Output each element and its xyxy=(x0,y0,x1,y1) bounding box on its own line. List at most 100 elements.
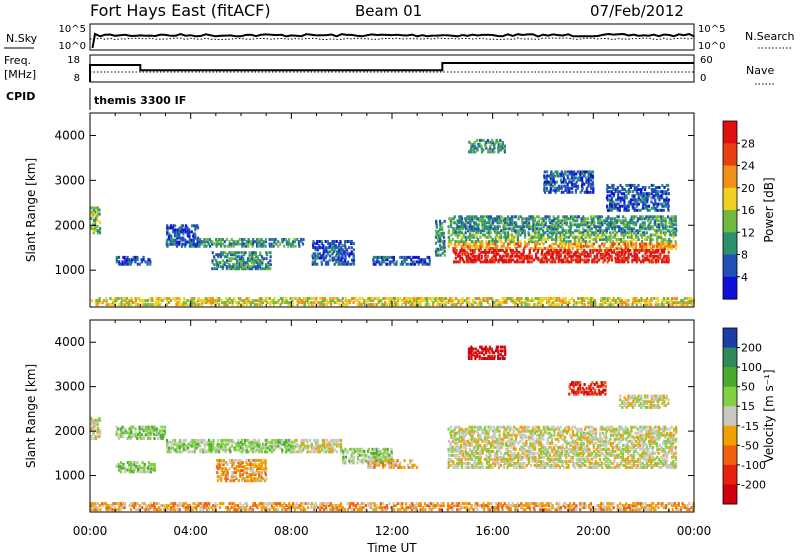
velocity-cell xyxy=(376,453,379,457)
power-cell xyxy=(496,217,499,221)
velocity-cell xyxy=(344,455,347,459)
power-cell xyxy=(186,232,189,236)
power-cell xyxy=(557,219,560,223)
power-cell xyxy=(321,303,324,307)
velocity-cell xyxy=(344,461,347,465)
power-cell xyxy=(118,260,121,264)
power-cell xyxy=(501,144,504,148)
velocity-cell xyxy=(208,442,211,446)
power-cell xyxy=(531,229,535,233)
power-cell xyxy=(465,250,468,254)
power-cell xyxy=(547,174,550,178)
power-cell xyxy=(432,297,435,300)
velocity-cell xyxy=(460,445,463,449)
power-cell xyxy=(620,299,623,303)
power-cell xyxy=(450,303,453,307)
power-cell xyxy=(469,223,472,227)
velocity-cell xyxy=(454,463,457,467)
power-cell xyxy=(98,220,102,224)
power-cell xyxy=(468,150,471,154)
power-cell xyxy=(627,256,630,260)
power-cell xyxy=(238,261,241,265)
power-cell xyxy=(536,247,539,250)
power-cell xyxy=(197,244,200,248)
power-cell xyxy=(571,184,574,188)
power-cell xyxy=(670,219,673,223)
power-cell xyxy=(631,183,634,187)
power-cell xyxy=(516,258,519,262)
power-cell xyxy=(240,257,243,261)
velocity-cell xyxy=(257,438,261,442)
power-cell xyxy=(541,299,545,303)
power-cell xyxy=(485,247,489,250)
power-cell xyxy=(608,198,611,202)
power-cell xyxy=(474,221,477,225)
power-cell xyxy=(547,258,550,262)
power-cell xyxy=(405,297,408,300)
power-cell xyxy=(675,229,678,233)
power-cell xyxy=(321,299,324,303)
power-cell xyxy=(516,242,519,246)
power-cell xyxy=(604,297,607,300)
velocity-cell xyxy=(473,459,476,463)
power-cell xyxy=(507,254,510,258)
velocity-cell xyxy=(379,455,382,459)
power-cell xyxy=(479,217,482,221)
power-cell xyxy=(543,174,546,178)
power-cell xyxy=(90,206,93,210)
power-cell xyxy=(645,238,648,241)
velocity-cell xyxy=(387,455,390,459)
power-cell xyxy=(473,144,476,148)
power-cell xyxy=(664,223,667,227)
power-cell xyxy=(529,247,532,250)
velocity-cell xyxy=(365,455,368,459)
power-cell xyxy=(166,244,169,248)
power-cell xyxy=(660,238,663,241)
power-cell xyxy=(457,301,460,305)
power-cell xyxy=(460,240,463,244)
power-cell xyxy=(674,219,677,223)
power-cell xyxy=(584,235,587,239)
power-cell xyxy=(612,223,615,227)
power-cell xyxy=(591,303,594,307)
power-cell xyxy=(650,188,653,192)
power-cell xyxy=(457,252,460,256)
power-cell xyxy=(535,256,538,260)
velocity-cell xyxy=(220,463,223,467)
power-cell xyxy=(518,250,521,254)
velocity-cell xyxy=(483,427,487,431)
power-cell xyxy=(375,297,378,300)
power-cell xyxy=(292,244,295,248)
power-cell xyxy=(350,252,353,256)
velocity-cell xyxy=(184,448,187,452)
power-cell xyxy=(662,227,665,231)
power-cell xyxy=(316,252,319,256)
power-cell xyxy=(467,229,470,233)
power-cell xyxy=(392,260,395,264)
power-cell xyxy=(337,299,341,303)
power-cell xyxy=(327,242,330,246)
power-cell xyxy=(538,227,541,231)
velocity-cell xyxy=(341,459,344,463)
power-cell xyxy=(328,250,332,254)
power-cell xyxy=(661,196,664,200)
velocity-cell xyxy=(464,447,467,451)
power-cell xyxy=(674,240,677,244)
power-cell xyxy=(656,208,659,212)
power-cell xyxy=(273,297,276,300)
power-cell xyxy=(479,229,482,233)
power-cell xyxy=(280,301,284,305)
power-cell xyxy=(496,229,499,233)
power-cell xyxy=(403,255,406,259)
power-cell xyxy=(451,301,454,305)
power-cell xyxy=(623,252,626,256)
power-cell xyxy=(650,303,653,307)
velocity-cell xyxy=(235,442,238,446)
power-cell xyxy=(616,219,619,223)
power-cell xyxy=(625,206,628,210)
velocity-cell xyxy=(209,442,212,446)
power-cell xyxy=(542,254,546,258)
power-cell xyxy=(456,231,459,235)
power-cell xyxy=(197,303,200,307)
power-cell xyxy=(610,208,613,212)
